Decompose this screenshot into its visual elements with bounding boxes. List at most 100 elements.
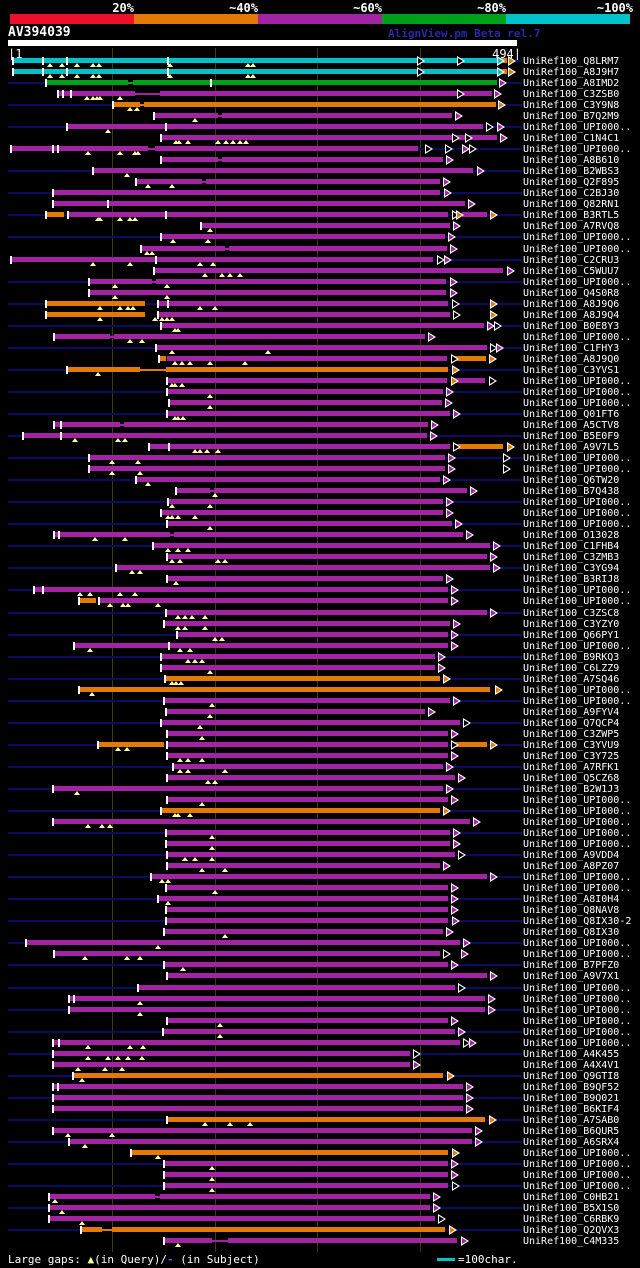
alignment-bar-segment[interactable] [73, 643, 448, 648]
alignment-bar-segment[interactable] [88, 455, 445, 460]
alignment-bar-segment[interactable] [33, 587, 448, 592]
hit-label[interactable]: UniRef100_A9V7L5 [523, 442, 620, 453]
alignment-bar-segment[interactable] [69, 1139, 472, 1144]
hit-label[interactable]: UniRef100_UPI000.. [523, 277, 632, 288]
alignment-bar-segment[interactable] [455, 742, 487, 747]
hit-label[interactable]: UniRef100_B2W1J3 [523, 784, 620, 795]
alignment-bar-segment[interactable] [176, 632, 448, 637]
alignment-bar-segment[interactable] [160, 157, 218, 162]
alignment-bar-segment[interactable] [160, 720, 460, 725]
hit-label[interactable]: UniRef100_A8I0H4 [523, 894, 620, 905]
alignment-bar-segment[interactable] [152, 543, 490, 548]
hit-label[interactable]: UniRef100_UPI000.. [523, 938, 632, 949]
alignment-bar-segment[interactable] [166, 389, 443, 394]
alignment-bar-segment[interactable] [69, 1007, 485, 1012]
alignment-bar-segment[interactable] [214, 488, 467, 493]
hit-label[interactable]: UniRef100_Q01FT6 [523, 409, 620, 420]
alignment-bar-segment[interactable] [140, 246, 225, 251]
hit-label[interactable]: UniRef100_UPI000.. [523, 387, 632, 398]
alignment-bar-segment[interactable] [202, 181, 206, 183]
alignment-bar-segment[interactable] [156, 279, 446, 284]
alignment-bar-segment[interactable] [53, 1040, 460, 1045]
hit-label[interactable]: UniRef100_UPI000.. [523, 232, 632, 243]
hit-label[interactable]: UniRef100_UPI000.. [523, 596, 632, 607]
alignment-bar-segment[interactable] [102, 1229, 112, 1231]
alignment-bar-segment[interactable] [160, 1194, 430, 1199]
hit-label[interactable]: UniRef100_UPI000.. [523, 685, 632, 696]
hit-label[interactable]: UniRef100_A8J9Q4 [523, 310, 620, 321]
hit-label[interactable]: UniRef100_A4K455 [523, 1049, 620, 1060]
hit-label[interactable]: UniRef100_A9FYV4 [523, 707, 620, 718]
hit-label[interactable]: UniRef100_Q2QVX3 [523, 1225, 620, 1236]
alignment-bar-segment[interactable] [229, 246, 447, 251]
alignment-bar-segment[interactable] [212, 1240, 228, 1242]
hit-label[interactable]: UniRef100_A8J9H7 [523, 67, 620, 78]
alignment-bar-segment[interactable] [69, 996, 485, 1001]
hit-label[interactable]: UniRef100_A7SAB0 [523, 1115, 620, 1126]
alignment-bar-segment[interactable] [98, 742, 164, 747]
alignment-bar-segment[interactable] [163, 962, 448, 967]
alignment-bar-segment[interactable] [175, 488, 210, 493]
alignment-bar-segment[interactable] [157, 301, 448, 306]
alignment-bar-segment[interactable] [172, 764, 443, 769]
alignment-bar-segment[interactable] [57, 91, 135, 96]
hit-label[interactable]: UniRef100_UPI000.. [523, 508, 632, 519]
hit-label[interactable]: UniRef100_A6SRX4 [523, 1137, 620, 1148]
alignment-bar-segment[interactable] [88, 466, 445, 471]
alignment-bar-segment[interactable] [148, 444, 450, 449]
hit-label[interactable]: UniRef100_B2WBS3 [523, 166, 620, 177]
alignment-bar-segment[interactable] [166, 367, 448, 372]
alignment-bar-segment[interactable] [112, 102, 140, 107]
alignment-bar-segment[interactable] [52, 1128, 472, 1133]
hit-label[interactable]: UniRef100_C3YVU9 [523, 740, 620, 751]
alignment-bar-segment[interactable] [66, 124, 483, 129]
alignment-bar-segment[interactable] [222, 157, 443, 162]
alignment-bar-segment[interactable] [45, 212, 64, 217]
hit-label[interactable]: UniRef100_UPI000.. [523, 585, 632, 596]
alignment-bar-segment[interactable] [22, 433, 427, 438]
hit-label[interactable]: UniRef100_B6KIF4 [523, 1104, 620, 1115]
hit-label[interactable]: UniRef100_UPI000.. [523, 144, 632, 155]
alignment-bar-segment[interactable] [165, 709, 425, 714]
hit-label[interactable]: UniRef100_Q7QCP4 [523, 718, 620, 729]
hit-label[interactable]: UniRef100_C5WUU7 [523, 266, 620, 277]
alignment-bar-segment[interactable] [52, 1062, 410, 1067]
alignment-bar-segment[interactable] [155, 1196, 160, 1198]
alignment-bar-segment[interactable] [52, 1084, 463, 1089]
alignment-bar-segment[interactable] [166, 753, 448, 758]
hit-label[interactable]: UniRef100_UPI000.. [523, 398, 632, 409]
alignment-bar-segment[interactable] [166, 521, 452, 526]
hit-label[interactable]: UniRef100_UPI000.. [523, 497, 632, 508]
hit-label[interactable]: UniRef100_C2BJ30 [523, 188, 620, 199]
hit-label[interactable]: UniRef100_A5CTV8 [523, 420, 620, 431]
hit-label[interactable]: UniRef100_UPI000.. [523, 1159, 632, 1170]
hit-label[interactable]: UniRef100_C3ZMB3 [523, 552, 620, 563]
alignment-bar-segment[interactable] [148, 148, 155, 150]
hit-label[interactable]: UniRef100_B7PFZ0 [523, 960, 620, 971]
hit-label[interactable]: UniRef100_C0HB21 [523, 1192, 620, 1203]
alignment-bar-segment[interactable] [174, 532, 463, 537]
hit-label[interactable]: UniRef100_UPI000.. [523, 1005, 632, 1016]
hit-label[interactable]: UniRef100_UPI000.. [523, 122, 632, 133]
alignment-bar-segment[interactable] [165, 610, 487, 615]
alignment-bar-segment[interactable] [67, 212, 448, 217]
alignment-bar-segment[interactable] [133, 80, 497, 85]
hit-label[interactable]: UniRef100_UPI000.. [523, 376, 632, 387]
alignment-bar-segment[interactable] [160, 665, 435, 670]
hit-label[interactable]: UniRef100_Q66PY1 [523, 630, 620, 641]
hit-label[interactable]: UniRef100_A7RFK1 [523, 762, 620, 773]
hit-label[interactable]: UniRef100_A8B610 [523, 155, 620, 166]
hit-label[interactable]: UniRef100_UPI000.. [523, 1181, 632, 1192]
alignment-bar-segment[interactable] [455, 356, 486, 361]
alignment-bar-segment[interactable] [45, 312, 145, 317]
hit-label[interactable]: UniRef100_UPI000.. [523, 883, 632, 894]
alignment-bar-segment[interactable] [52, 190, 440, 195]
alignment-bar-segment[interactable] [166, 797, 448, 802]
alignment-bar-segment[interactable] [153, 113, 218, 118]
hit-label[interactable]: UniRef100_A8J9Q0 [523, 354, 620, 365]
hit-label[interactable]: UniRef100_B3RIJ8 [523, 574, 620, 585]
alignment-bar-segment[interactable] [155, 146, 418, 151]
alignment-bar-segment[interactable] [455, 378, 485, 383]
alignment-bar-segment[interactable] [12, 58, 497, 63]
alignment-bar-segment[interactable] [157, 312, 450, 317]
